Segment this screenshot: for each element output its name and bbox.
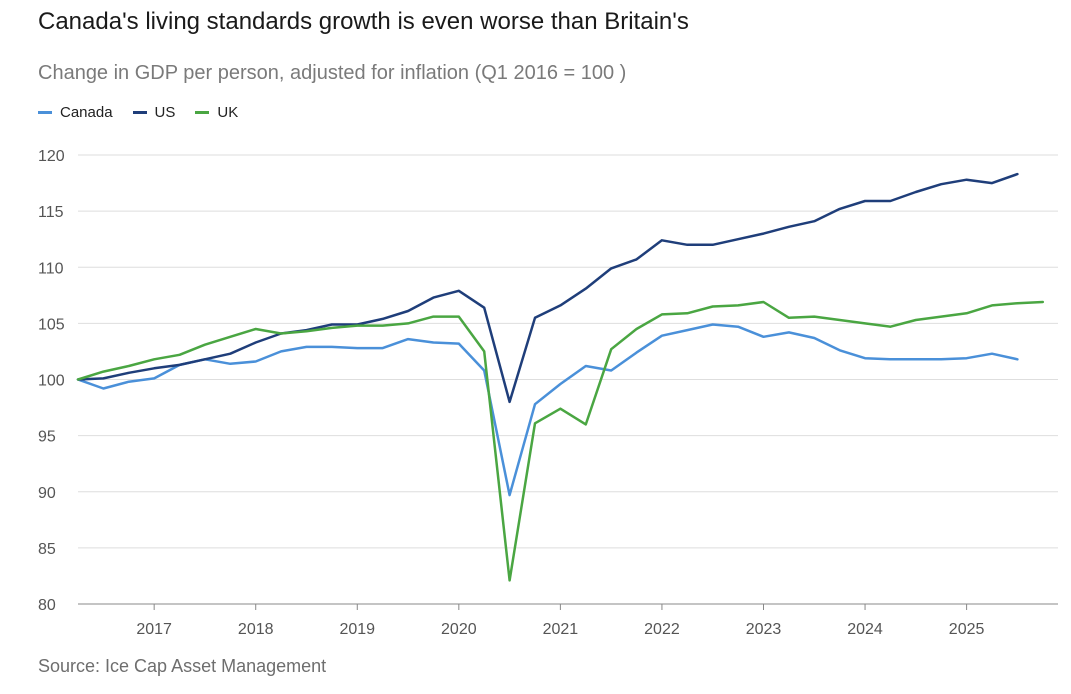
source-note: Source: Ice Cap Asset Management bbox=[38, 656, 327, 676]
x-tick-label-2023: 2023 bbox=[746, 621, 782, 638]
legend-label-us: US bbox=[154, 104, 176, 121]
series-line-us bbox=[76, 172, 1019, 404]
y-tick-label-105: 105 bbox=[38, 316, 65, 333]
y-tick-label-95: 95 bbox=[38, 429, 56, 446]
y-tick-label-120: 120 bbox=[38, 148, 65, 165]
legend-swatch-uk bbox=[195, 111, 210, 114]
x-tick-label-2020: 2020 bbox=[441, 621, 477, 638]
legend-swatch-us bbox=[132, 111, 147, 114]
x-tick-label-2017: 2017 bbox=[136, 621, 172, 638]
legend-label-canada: Canada bbox=[60, 104, 113, 121]
series-lines bbox=[76, 172, 1045, 582]
y-tick-label-90: 90 bbox=[38, 485, 56, 502]
x-tick-label-2018: 2018 bbox=[238, 621, 274, 638]
legend-label-uk: UK bbox=[217, 104, 239, 121]
grid-lines bbox=[78, 154, 1058, 549]
y-axis: 80 85 90 95 100 105 110 115 120 bbox=[38, 148, 65, 614]
x-axis: 2017 2018 2019 2020 2021 2022 2023 2024 2025 bbox=[78, 603, 1058, 638]
x-tick-label-2022: 2022 bbox=[644, 621, 680, 638]
y-tick-label-85: 85 bbox=[38, 541, 56, 558]
legend: Canada US UK bbox=[38, 104, 238, 121]
y-tick-label-115: 115 bbox=[38, 204, 64, 221]
x-tick-label-2024: 2024 bbox=[847, 621, 883, 638]
chart-title: Canada's living standards growth is even… bbox=[38, 8, 689, 35]
x-tick-label-2021: 2021 bbox=[543, 621, 579, 638]
series-line-uk bbox=[76, 300, 1045, 582]
y-tick-label-100: 100 bbox=[38, 373, 65, 390]
legend-item-uk: UK bbox=[195, 104, 238, 121]
legend-swatch-canada bbox=[38, 111, 52, 114]
y-tick-label-80: 80 bbox=[38, 597, 56, 614]
x-tick-label-2019: 2019 bbox=[339, 621, 375, 638]
legend-item-canada: Canada bbox=[38, 104, 113, 121]
x-tick-label-2025: 2025 bbox=[949, 621, 985, 638]
series-line-canada bbox=[76, 323, 1019, 497]
legend-item-us: US bbox=[132, 104, 176, 121]
chart-subtitle: Change in GDP per person, adjusted for i… bbox=[38, 62, 627, 84]
y-tick-label-110: 110 bbox=[38, 260, 64, 277]
